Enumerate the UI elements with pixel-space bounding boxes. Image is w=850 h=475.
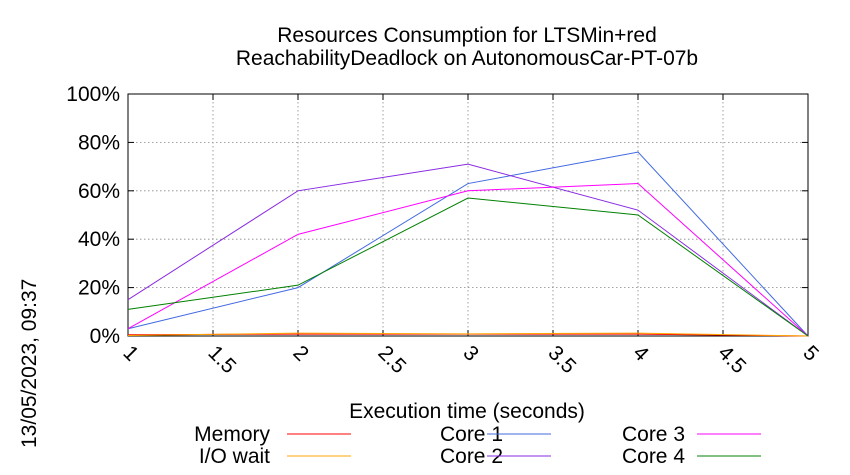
x-tick-label: 1.5 [203, 341, 240, 378]
y-tick-label: 20% [78, 277, 120, 300]
y-tick-label: 80% [78, 131, 120, 154]
y-axis-ticks: 0% 20% 40% 60% 80% 100% [66, 83, 808, 348]
grid [128, 94, 808, 336]
series-line-i-o-wait [127, 332, 809, 337]
series-line-core-2 [127, 163, 809, 337]
chart-title-line2: ReachabilityDeadlock on AutonomousCar-PT… [236, 47, 698, 70]
y-tick-label: 100% [66, 83, 120, 106]
legend-label-core-4: Core 4 [622, 445, 685, 468]
legend-label-core-3: Core 3 [622, 423, 685, 446]
x-tick-label: 3.5 [543, 341, 580, 378]
series-line-core-3 [127, 183, 809, 337]
y-tick-label: 0% [90, 325, 120, 348]
legend-label-core-2: Core 2 [440, 445, 503, 468]
x-tick-label: 5 [798, 341, 823, 366]
series-lines [127, 151, 809, 337]
y-tick-label: 40% [78, 228, 120, 251]
y-tick-label: 60% [78, 180, 120, 203]
legend-label-memory: Memory [194, 423, 270, 446]
legend-label-i-o-wait: I/O wait [199, 445, 270, 468]
timestamp-label: 13/05/2023, 09:37 [18, 279, 41, 448]
legend-label-core-1: Core 1 [440, 423, 503, 446]
x-tick-label: 4 [628, 341, 653, 366]
series-line-core-4 [127, 197, 809, 337]
series-line-core-1 [127, 151, 809, 337]
chart-title-line1: Resources Consumption for LTSMin+red [277, 24, 657, 47]
x-axis-label: Execution time (seconds) [349, 400, 585, 423]
x-tick-label: 3 [458, 341, 483, 366]
x-tick-label: 1 [118, 341, 143, 366]
x-tick-label: 2.5 [373, 341, 410, 378]
x-tick-label: 4.5 [713, 341, 750, 378]
x-tick-label: 2 [288, 341, 313, 366]
